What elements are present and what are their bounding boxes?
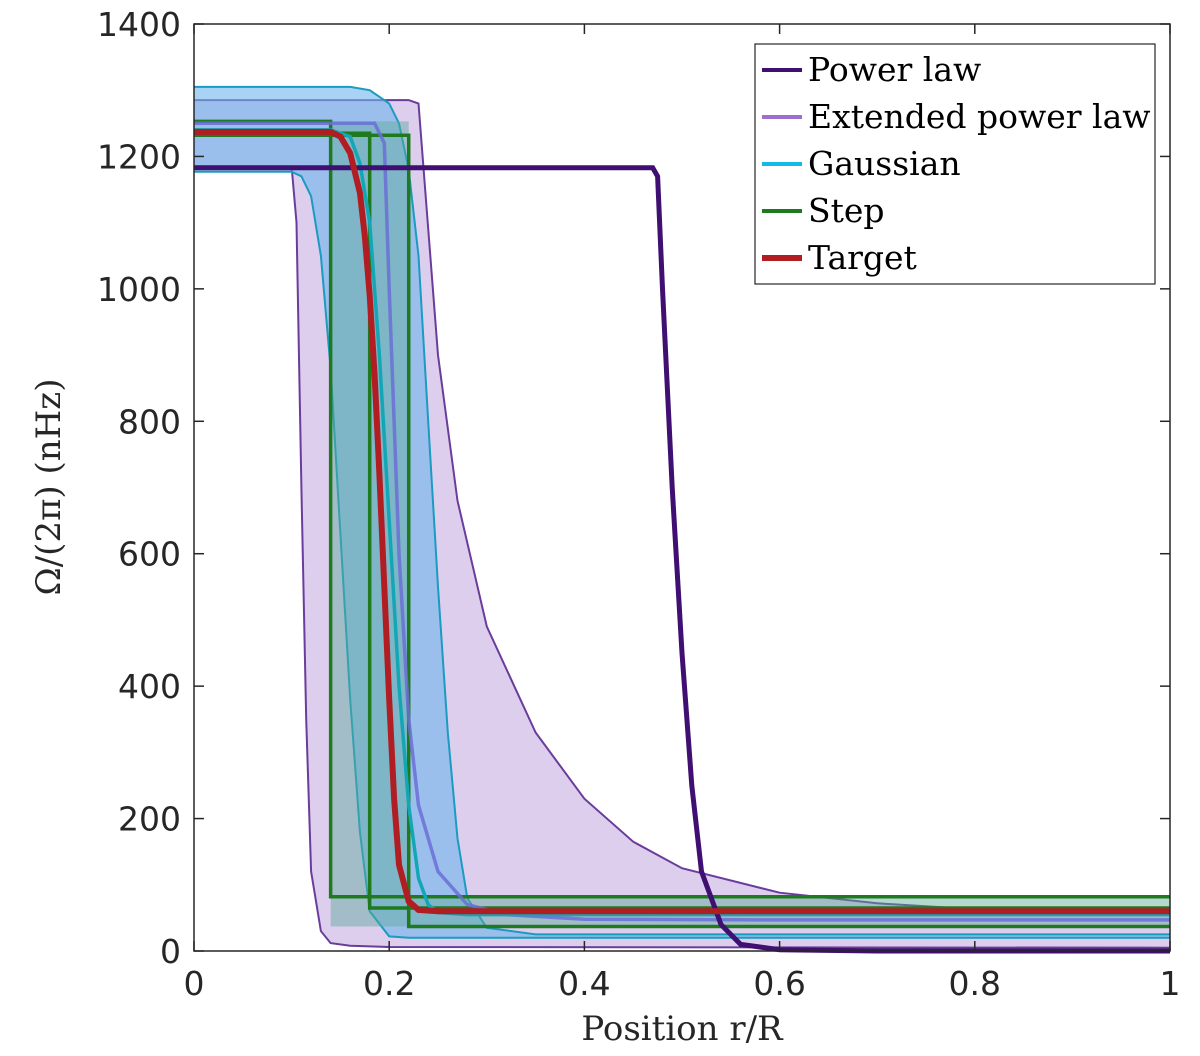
x-tick-label: 0 [184,964,205,1003]
gaussian-upper-edge [194,85,1170,936]
extended-power-law-lower-edge [194,165,1171,949]
x-tick-label: 0.4 [558,964,610,1003]
legend-entry: Gaussian [808,144,961,183]
axes-box [193,23,1171,952]
series-lines [194,119,1170,954]
legend-box [754,43,1156,285]
gaussian-band [194,86,1170,938]
y-tick-label: 600 [118,535,181,574]
y-tick-label: 200 [118,800,181,839]
y-tick-label: 1400 [97,5,181,44]
legend-entry: Step [808,191,885,230]
legend: Power law Extended power law Gaussian Step T… [754,43,1156,285]
legend-entry: Extended power law [808,97,1151,136]
y-tick-label: 400 [118,667,181,706]
legend-entry: Power law [808,50,981,89]
x-tick-label: 0.6 [753,964,805,1003]
x-tick-label: 1 [1160,964,1181,1003]
y-axis-label: Ω/(2π) (nHz) [29,379,69,596]
x-axis-label: Position r/R [581,1009,784,1049]
step-curve-2 [194,133,1170,929]
x-tick-label: 0.8 [949,964,1001,1003]
legend-entry: Target [808,238,917,277]
y-tick-label: 1200 [97,137,181,176]
axis-ticks: 0 0.2 0.4 0.6 0.8 1 0 200 400 600 800 1000 1200 1400 [97,5,1180,1003]
y-tick-label: 800 [118,402,181,441]
extended-power-law-median [194,121,1170,922]
step-curve-0 [194,119,1170,899]
gaussian-lower-edge [194,170,1170,939]
target-line [194,128,1170,915]
y-tick-label: 1000 [97,270,181,309]
y-tick-label: 0 [160,932,181,971]
x-tick-label: 0.2 [363,964,415,1003]
